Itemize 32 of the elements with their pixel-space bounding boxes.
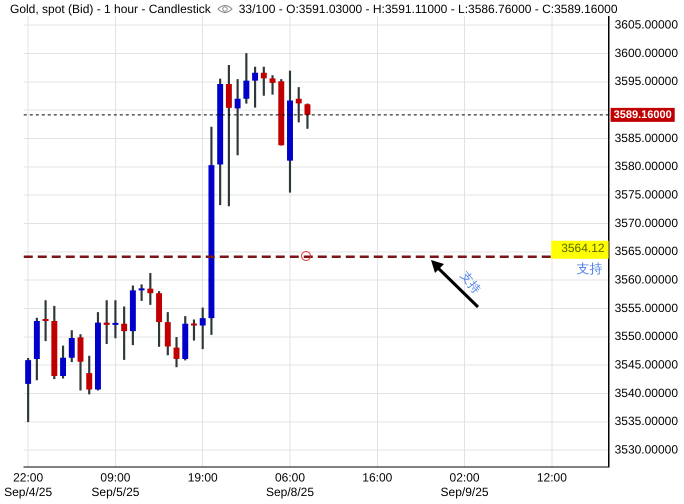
candlestick [200,308,206,350]
y-tick-label: 3540.00000 [614,386,678,400]
annotation: 支持 [576,262,603,278]
x-tick-label: 12:00 [536,470,568,485]
x-tick-label: 22:00 Sep/4/25 [4,470,52,500]
y-tick-label: 3535.00000 [614,414,678,428]
y-tick-label: 3605.00000 [614,17,678,32]
chart-title: Gold, spot (Bid) - 1 hour - Candlestick [10,2,211,16]
y-tick-label: 3585.00000 [614,130,678,145]
y-tick-label: 3555.00000 [614,300,678,315]
y-tick-label: 3565.00000 [614,244,678,258]
candlestick [104,300,110,344]
candlestick [296,87,302,122]
y-tick-label: 3575.00000 [614,187,678,202]
y-tick-label: 3570.00000 [614,216,678,230]
ref-line-label: 3589.16000 [614,108,672,121]
y-tick-label: 3580.00000 [614,159,678,174]
chart-subtitle: 33/100 - O:3591.03000 - H:3591.11000 - L:3586.76000 - C:3589.16000 [238,2,618,16]
x-tick-label: 02:00 Sep/9/25 [440,470,489,500]
ref-line-label: 3564.12 [561,241,605,256]
y-tick-label: 3545.00000 [614,357,678,372]
annotation: 支持 [458,268,484,296]
y-tick-label: 3600.00000 [614,46,678,60]
y-tick-label: 3595.00000 [614,74,678,88]
y-tick-label: 3560.00000 [614,272,678,286]
y-tick-label: 3550.00000 [614,329,678,344]
x-tick-label: 06:00 Sep/8/25 [266,470,314,500]
x-tick-label: 16:00 [362,470,393,485]
x-tick-label: 09:00 Sep/5/25 [91,470,140,500]
candlestick [260,66,267,96]
x-tick-label: 19:00 [188,470,218,485]
y-tick-label: 3530.00000 [614,442,678,457]
